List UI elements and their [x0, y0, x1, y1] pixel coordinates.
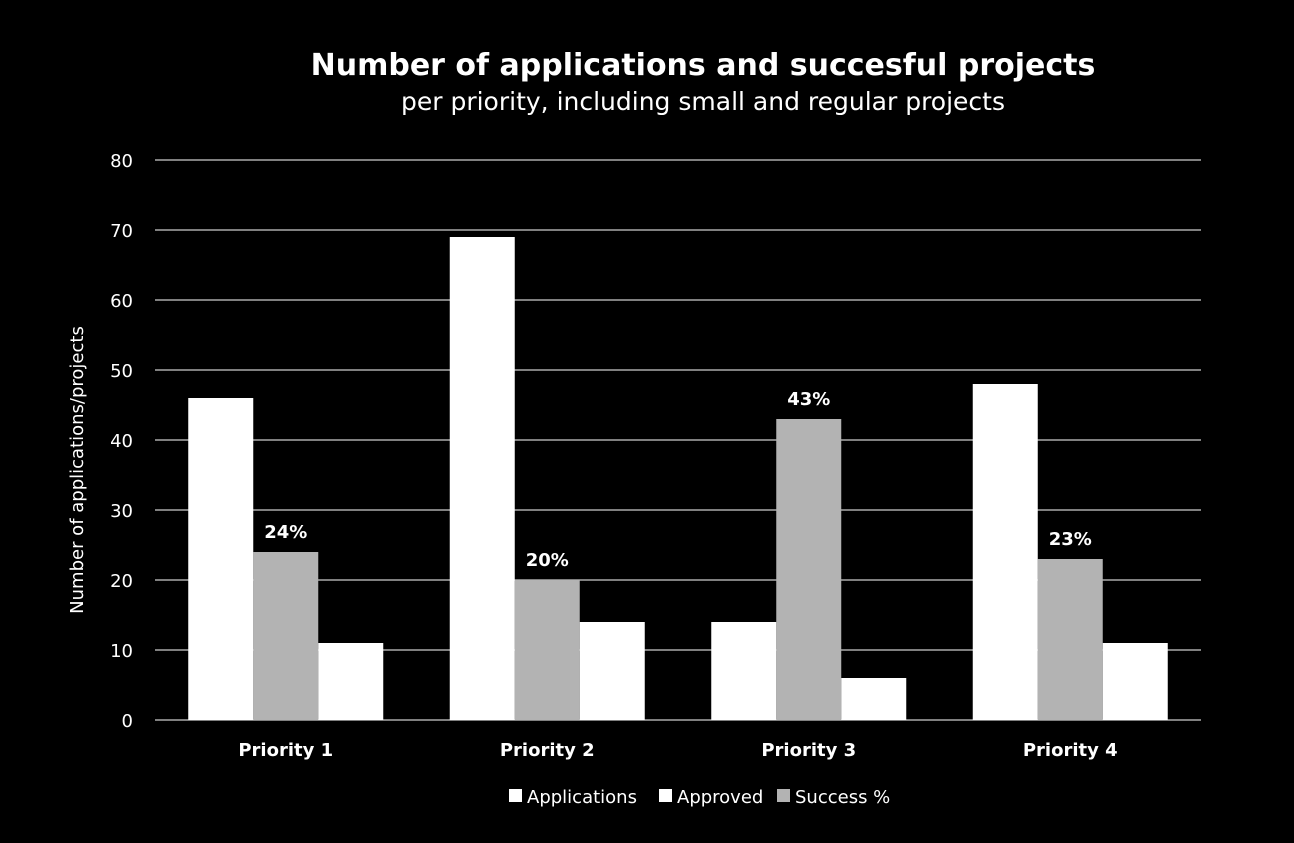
bar-applications [711, 622, 777, 720]
legend-swatch [509, 789, 522, 802]
bars [188, 237, 1168, 720]
legend-swatch [659, 789, 672, 802]
legend-label: Success % [795, 787, 890, 808]
success-data-label: 20% [526, 550, 569, 571]
legend: Applications Approved Success % [509, 787, 890, 808]
x-tick-label: Priority 4 [1023, 740, 1118, 761]
bar-approved [841, 678, 907, 720]
y-tick-label: 80 [110, 151, 133, 172]
bar-applications [449, 237, 515, 720]
y-tick-label: 70 [110, 221, 133, 242]
legend-swatch [777, 789, 790, 802]
chart-title: Number of applications and succesful pro… [311, 48, 1096, 83]
y-tick-label: 20 [110, 571, 133, 592]
success-data-label: 43% [787, 389, 830, 410]
y-axis-label: Number of applications/projects [67, 326, 88, 614]
y-tick-label: 40 [110, 431, 133, 452]
bar-success [514, 580, 580, 720]
bar-applications [188, 398, 254, 720]
x-axis-ticks: Priority 1 Priority 2 Priority 3 Priority 4 [238, 740, 1117, 761]
legend-label: Applications [527, 787, 637, 808]
x-tick-label: Priority 2 [500, 740, 595, 761]
y-tick-label: 60 [110, 291, 133, 312]
bar-success [1037, 559, 1103, 720]
bar-approved [318, 643, 384, 720]
chart-subtitle: per priority, including small and regula… [401, 87, 1005, 116]
bar-approved [1102, 643, 1168, 720]
y-axis-ticks: 0 10 20 30 40 50 60 70 80 [110, 151, 133, 732]
legend-label: Approved [677, 787, 763, 808]
x-tick-label: Priority 3 [761, 740, 856, 761]
bar-approved [579, 622, 645, 720]
success-data-label: 23% [1049, 529, 1092, 550]
y-tick-label: 0 [122, 711, 133, 732]
data-labels: 24% 20% 43% 23% [264, 389, 1092, 571]
y-tick-label: 50 [110, 361, 133, 382]
bar-applications [972, 384, 1038, 720]
y-tick-label: 10 [110, 641, 133, 662]
x-tick-label: Priority 1 [238, 740, 333, 761]
success-data-label: 24% [264, 522, 307, 543]
bar-success [253, 552, 319, 720]
y-tick-label: 30 [110, 501, 133, 522]
bar-success [776, 419, 842, 720]
